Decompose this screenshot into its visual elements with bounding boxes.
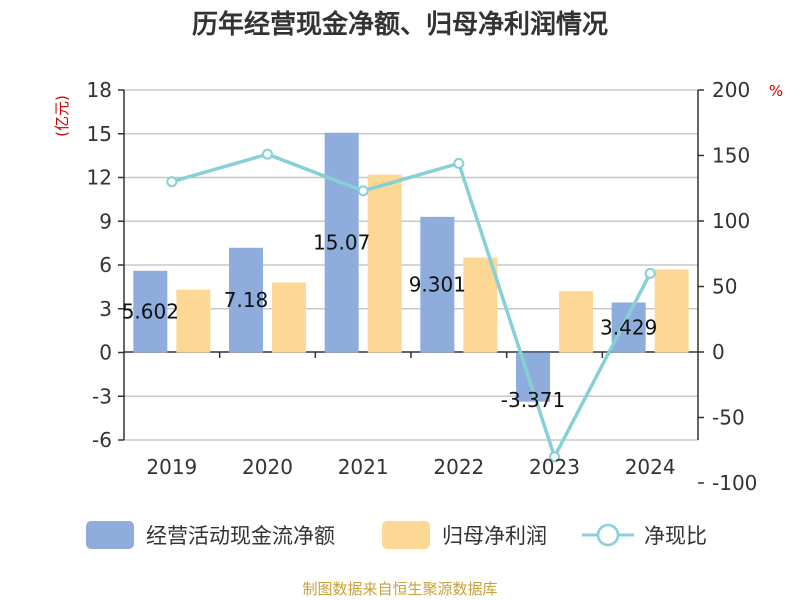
x-tick-label: 2023: [529, 455, 580, 479]
left-tick-label: 3: [99, 297, 112, 321]
bar-net-profit-2024: [654, 269, 689, 353]
x-tick-label: 2024: [625, 455, 676, 479]
bar-cash-flow-2024: [611, 302, 646, 353]
legend-swatch-net-profit: [382, 521, 430, 549]
data-labels: 5.602 7.18 15.07 9.301 -3.371 3.429: [122, 231, 658, 412]
right-tick-label: 100: [712, 209, 750, 233]
bar-net-profit-2022: [463, 257, 498, 353]
ratio-point-2021: [357, 185, 369, 197]
left-axis-unit: (亿元): [53, 95, 71, 137]
tick-labels: -6 -3 0 3 6 9 12 15 18 -100 -50 0 50 100 150 200 2019 202…: [87, 78, 758, 495]
legend-label-cash-flow: 经营活动现金流净额: [146, 524, 335, 548]
bar-cash-flow-2019: [133, 270, 168, 353]
left-tick-label: 9: [99, 209, 112, 233]
ratio-point-2022: [453, 157, 465, 169]
bar-net-profit-2020: [272, 282, 306, 353]
bars: [133, 132, 689, 402]
bar-cash-flow-2020: [229, 247, 263, 353]
right-tick-label: 50: [712, 275, 737, 299]
legend-label-net-profit: 归母净利润: [442, 524, 547, 548]
x-tick-label: 2021: [338, 455, 389, 479]
ratio-point-2023: [549, 451, 560, 463]
axes: [118, 89, 704, 484]
legend: 经营活动现金流净额 归母净利润 净现比: [86, 521, 707, 549]
bar-net-profit-2021: [367, 174, 402, 353]
data-label-cash-flow: 15.07: [313, 231, 370, 255]
right-tick-label: -100: [712, 471, 757, 495]
left-tick-label: -3: [92, 384, 112, 408]
left-tick-label: 0: [99, 341, 112, 365]
ratio-point-2024: [644, 267, 656, 279]
data-label-cash-flow: 5.602: [122, 300, 179, 324]
data-label-cash-flow: 9.301: [409, 273, 466, 297]
right-tick-label: 200: [712, 78, 750, 102]
legend-swatch-cash-flow: [86, 521, 134, 549]
chart-title: 历年经营现金净额、归母净利润情况: [192, 9, 608, 40]
right-tick-label: 150: [712, 144, 750, 168]
bar-cash-flow-2021: [324, 132, 359, 353]
left-tick-label: -6: [92, 428, 112, 452]
bar-cash-flow-2022: [420, 216, 455, 353]
left-tick-label: 18: [87, 78, 112, 102]
x-tick-label: 2020: [242, 455, 293, 479]
data-label-cash-flow: 7.18: [224, 288, 269, 312]
right-tick-label: -50: [712, 406, 745, 430]
data-label-cash-flow: -3.371: [501, 388, 565, 412]
bar-net-profit-2019: [176, 289, 211, 353]
left-tick-label: 15: [87, 122, 112, 146]
right-tick-label: 0: [712, 340, 725, 364]
source-note: 制图数据来自恒生聚源数据库: [302, 580, 497, 598]
x-tick-label: 2022: [433, 455, 484, 479]
data-label-cash-flow: 3.429: [600, 315, 657, 339]
right-axis-unit: %: [769, 82, 783, 100]
ratio-point-2020: [262, 148, 273, 160]
x-tick-label: 2019: [146, 455, 197, 479]
legend-label-ratio: 净现比: [644, 524, 707, 548]
ratio-line: [166, 148, 656, 463]
grid-lines: [124, 89, 698, 441]
legend-swatch-ratio-marker: [596, 523, 620, 547]
left-tick-label: 6: [99, 253, 112, 277]
bar-net-profit-2023: [559, 291, 593, 353]
left-tick-label: 12: [87, 166, 112, 190]
ratio-point-2019: [166, 176, 178, 188]
ratio-line-path: [171, 152, 652, 462]
